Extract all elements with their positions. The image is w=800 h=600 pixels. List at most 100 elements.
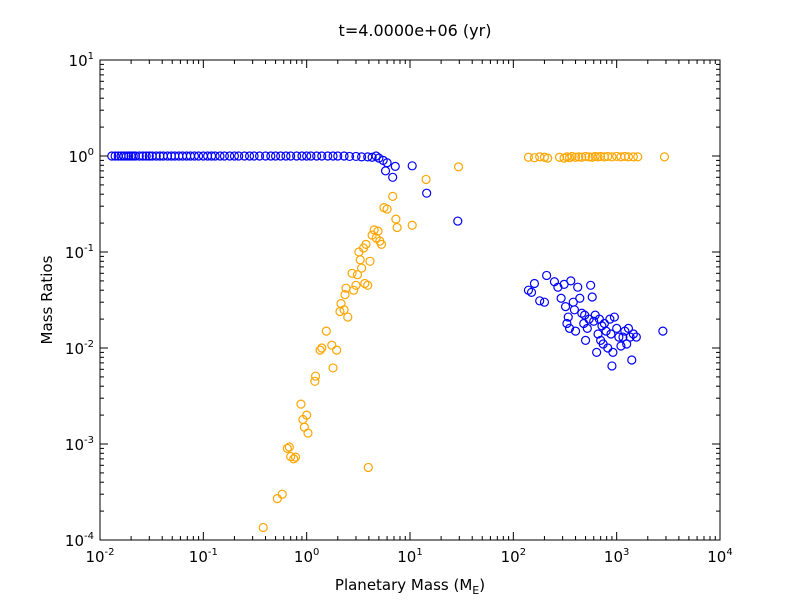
plot-area — [107, 151, 670, 533]
data-point — [244, 151, 255, 161]
data-point — [526, 287, 537, 297]
y-tick-base: 10 — [65, 340, 84, 358]
data-point — [392, 222, 402, 233]
data-point — [603, 151, 613, 162]
y-tick-exponent: -4 — [84, 531, 94, 542]
data-point — [407, 161, 417, 171]
data-point — [141, 151, 151, 161]
y-tick-label: 100 — [69, 147, 94, 166]
data-point — [609, 312, 619, 322]
data-point — [215, 151, 225, 161]
data-point — [577, 308, 587, 318]
data-point — [542, 270, 552, 281]
data-point — [340, 289, 350, 300]
data-point — [529, 278, 540, 289]
data-point — [286, 151, 296, 161]
data-point — [390, 161, 400, 171]
y-tick-label: 10-3 — [65, 435, 94, 454]
data-point — [543, 153, 553, 163]
data-point — [628, 329, 638, 339]
data-point — [351, 280, 361, 290]
data-point — [286, 451, 296, 462]
data-point — [310, 371, 321, 381]
data-point — [608, 347, 618, 357]
data-point — [566, 276, 576, 286]
data-point — [371, 151, 381, 161]
data-point — [302, 410, 312, 420]
data-point — [282, 443, 292, 453]
data-point — [347, 268, 357, 278]
x-tick-label: 10-1 — [189, 547, 218, 566]
data-point — [612, 323, 622, 333]
x-tick-exponent: 0 — [313, 547, 319, 558]
data-point — [616, 341, 626, 351]
data-point — [421, 174, 431, 185]
data-point — [328, 151, 338, 161]
data-point — [266, 151, 276, 161]
x-tick-exponent: 2 — [520, 547, 526, 558]
data-point — [580, 335, 591, 345]
data-point — [453, 162, 464, 172]
data-point — [296, 399, 306, 409]
y-tick-label: 10-1 — [65, 243, 94, 262]
data-point — [586, 280, 596, 290]
data-point — [310, 376, 320, 386]
data-point — [306, 151, 316, 161]
y-tick-base: 10 — [69, 52, 88, 70]
data-point — [570, 152, 581, 162]
data-point — [376, 239, 387, 249]
data-point — [361, 239, 371, 249]
data-point — [580, 151, 591, 162]
data-point — [162, 151, 173, 161]
data-point — [593, 329, 603, 339]
data-point — [281, 151, 291, 161]
x-tick-base: 10 — [397, 548, 416, 566]
data-point — [388, 191, 398, 201]
x-axis-title-main: Planetary Mass (M — [335, 576, 472, 594]
data-point — [124, 151, 134, 161]
data-point — [365, 256, 375, 266]
data-point — [382, 204, 392, 214]
x-axis-title-suffix: ) — [479, 576, 485, 594]
data-point — [343, 312, 353, 322]
data-point — [356, 263, 367, 273]
data-point — [569, 305, 580, 315]
x-tick-base: 10 — [85, 548, 104, 566]
data-point — [587, 292, 597, 302]
y-tick-label: 10-2 — [65, 339, 94, 358]
x-tick-base: 10 — [707, 548, 726, 566]
data-point — [189, 151, 200, 161]
data-point — [567, 151, 577, 162]
data-point — [351, 151, 361, 162]
data-point — [328, 363, 338, 373]
data-point — [332, 345, 342, 355]
data-point — [374, 153, 384, 163]
data-point — [563, 312, 573, 322]
data-point — [631, 332, 641, 342]
plot-frame — [99, 59, 721, 541]
data-point — [523, 152, 534, 162]
data-point — [229, 151, 240, 161]
data-point — [535, 296, 545, 306]
data-point — [363, 280, 373, 290]
data-point — [144, 151, 154, 161]
y-tick-exponent: -3 — [84, 435, 94, 446]
data-point — [570, 326, 581, 336]
data-point — [614, 332, 624, 342]
data-point — [339, 151, 349, 161]
data-point — [289, 454, 299, 464]
data-point — [138, 151, 148, 161]
x-tick-exponent: 1 — [416, 547, 422, 558]
y-tick-label: 101 — [69, 51, 94, 70]
data-point — [607, 361, 617, 371]
data-point — [553, 282, 563, 292]
x-tick-base: 10 — [189, 548, 208, 566]
data-point — [623, 323, 634, 333]
x-tick-label: 104 — [707, 547, 732, 566]
data-point — [277, 489, 287, 499]
data-point — [317, 343, 327, 353]
data-point — [225, 151, 235, 161]
data-point — [407, 220, 417, 230]
